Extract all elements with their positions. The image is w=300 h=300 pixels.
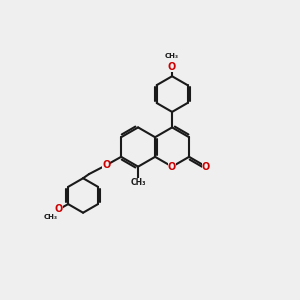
Text: O: O: [168, 62, 176, 72]
Text: O: O: [102, 160, 110, 170]
Text: CH₃: CH₃: [165, 53, 179, 59]
Text: CH₃: CH₃: [44, 214, 58, 220]
Text: O: O: [202, 162, 210, 172]
Text: O: O: [55, 204, 63, 214]
Text: O: O: [168, 162, 176, 172]
Text: CH₃: CH₃: [130, 178, 146, 188]
